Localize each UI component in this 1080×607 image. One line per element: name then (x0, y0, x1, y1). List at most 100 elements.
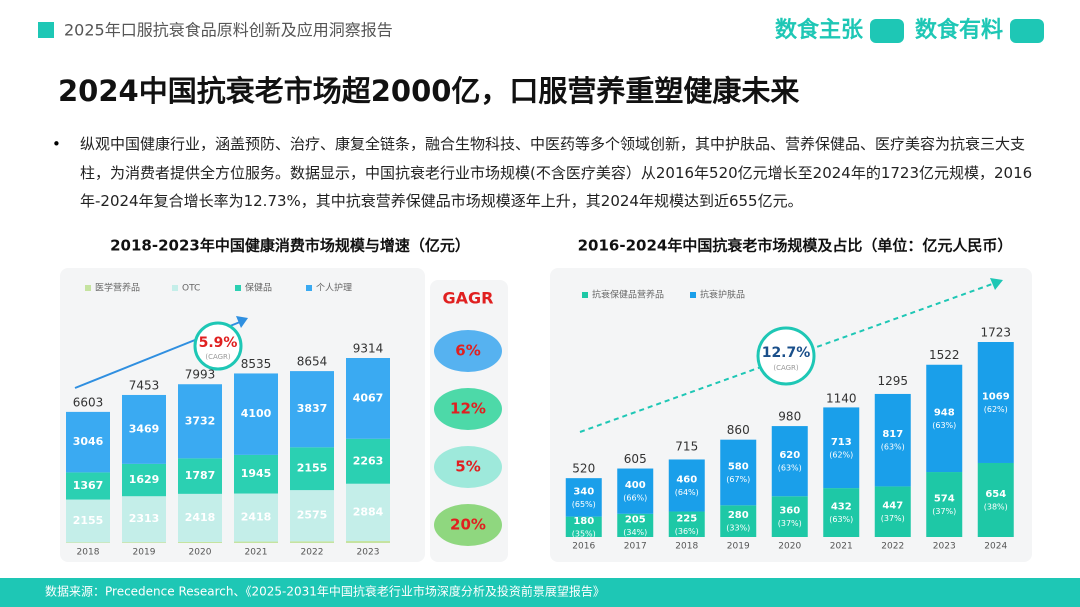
x-tick-label: 2021 (830, 542, 853, 552)
segment-label: 432 (831, 502, 852, 513)
total-label: 1522 (929, 348, 960, 362)
cagr-label: 5% (455, 458, 480, 476)
segment-label: 580 (728, 461, 749, 472)
bar-segment (66, 411, 110, 473)
x-tick-label: 2022 (301, 548, 324, 558)
cagr-bubble (434, 330, 502, 372)
segment-label: 2155 (73, 514, 104, 527)
segment-label: 574 (934, 494, 955, 505)
segment-label: 280 (728, 510, 749, 521)
growth-note: (CAGR) (205, 353, 231, 361)
x-tick-label: 2023 (357, 548, 380, 558)
bar-segment (926, 364, 963, 473)
share-label: (36%) (675, 527, 699, 536)
share-label: (37%) (778, 519, 802, 528)
logo-badge (870, 19, 904, 43)
footer-band (0, 578, 1080, 607)
x-tick-label: 2018 (77, 548, 100, 558)
body-text: 纵观中国健康行业，涵盖预防、治疗、康复全链条，融合生物科技、中医药等多个领域创新… (80, 135, 1033, 210)
bar-segment (290, 541, 334, 543)
share-label: (62%) (984, 405, 1008, 414)
share-label: (67%) (726, 475, 750, 484)
share-label: (64%) (675, 488, 699, 497)
total-label: 860 (727, 423, 750, 437)
panel-title: GAGR (443, 289, 494, 308)
source: 数据来源：Precedence Research、《2025-2031年中国抗衰… (45, 584, 605, 599)
share-label: (33%) (726, 524, 750, 533)
segment-label: 2884 (353, 505, 384, 518)
bar-segment (122, 394, 166, 464)
share-label: (63%) (932, 421, 956, 430)
bar-segment (720, 505, 757, 537)
bar-segment (290, 490, 334, 542)
segment-label: 948 (934, 407, 955, 418)
chart-title: 2018-2023年中国健康消费市场规模与增速（亿元） (110, 237, 470, 255)
segment-label: 713 (831, 437, 852, 448)
bar-segment (346, 438, 390, 484)
bar-segment (771, 426, 808, 497)
bar-segment (874, 486, 911, 537)
bar-segment (926, 472, 963, 537)
growth-badge (193, 321, 243, 371)
x-tick-label: 2024 (984, 542, 1007, 552)
segment-label: 447 (882, 501, 903, 512)
x-tick-label: 2016 (572, 542, 595, 552)
total-label: 1140 (826, 391, 857, 405)
cagr-label: 20% (450, 516, 486, 534)
share-label: (63%) (881, 443, 905, 452)
total-label: 605 (624, 452, 647, 466)
segment-label: 1367 (73, 479, 104, 492)
bar-segment (874, 393, 911, 487)
bar-segment (178, 384, 222, 459)
segment-label: 654 (985, 489, 1006, 500)
share-label: (37%) (932, 507, 956, 516)
bar-segment (823, 407, 860, 489)
bar-segment (617, 513, 654, 537)
bar-segment (977, 342, 1014, 463)
bar-segment (823, 488, 860, 537)
total-label: 9314 (353, 342, 384, 356)
segment-label: 1787 (185, 469, 216, 482)
page-title: 2024中国抗衰老市场超2000亿，口服营养重塑健康未来 (58, 74, 799, 108)
total-label: 6603 (73, 395, 104, 409)
x-tick-label: 2023 (933, 542, 956, 552)
legend-label: 抗衰护肤品 (700, 289, 745, 301)
legend-label: 抗衰保健品营养品 (592, 289, 664, 301)
segment-label: 2313 (129, 512, 160, 525)
legend-label: OTC (182, 284, 200, 294)
bar-segment (290, 447, 334, 491)
segment-label: 1945 (241, 467, 272, 480)
cagr-label: 6% (455, 342, 480, 360)
legend-swatch (172, 285, 178, 291)
segment-label: 180 (573, 516, 594, 527)
growth-badge (756, 326, 816, 386)
bar-segment (290, 371, 334, 448)
total-label: 980 (778, 410, 801, 424)
bar-segment (66, 472, 110, 500)
bar-segment (771, 496, 808, 537)
legend-label: 个人护理 (316, 282, 352, 294)
logo: 数食有料 (915, 17, 1003, 43)
total-label: 715 (675, 440, 698, 454)
x-tick-label: 2022 (881, 542, 904, 552)
arrow-head (990, 278, 1003, 290)
segment-label: 2575 (297, 509, 328, 522)
bar-segment (122, 463, 166, 497)
legend-label: 保健品 (245, 282, 272, 294)
bar-segment (668, 511, 705, 537)
bar-segment (234, 454, 278, 494)
segment-label: 1629 (129, 473, 160, 486)
segment-label: 340 (573, 486, 594, 497)
cagr-bubble (434, 446, 502, 488)
share-label: (35%) (572, 529, 596, 538)
segment-label: 205 (625, 514, 646, 525)
bar-segment (122, 542, 166, 543)
segment-label: 620 (779, 450, 800, 461)
segment-label: 3732 (185, 414, 216, 427)
x-tick-label: 2018 (675, 542, 698, 552)
segment-label: 3046 (73, 435, 104, 448)
bar-segment (66, 499, 110, 543)
legend-swatch (582, 292, 588, 298)
